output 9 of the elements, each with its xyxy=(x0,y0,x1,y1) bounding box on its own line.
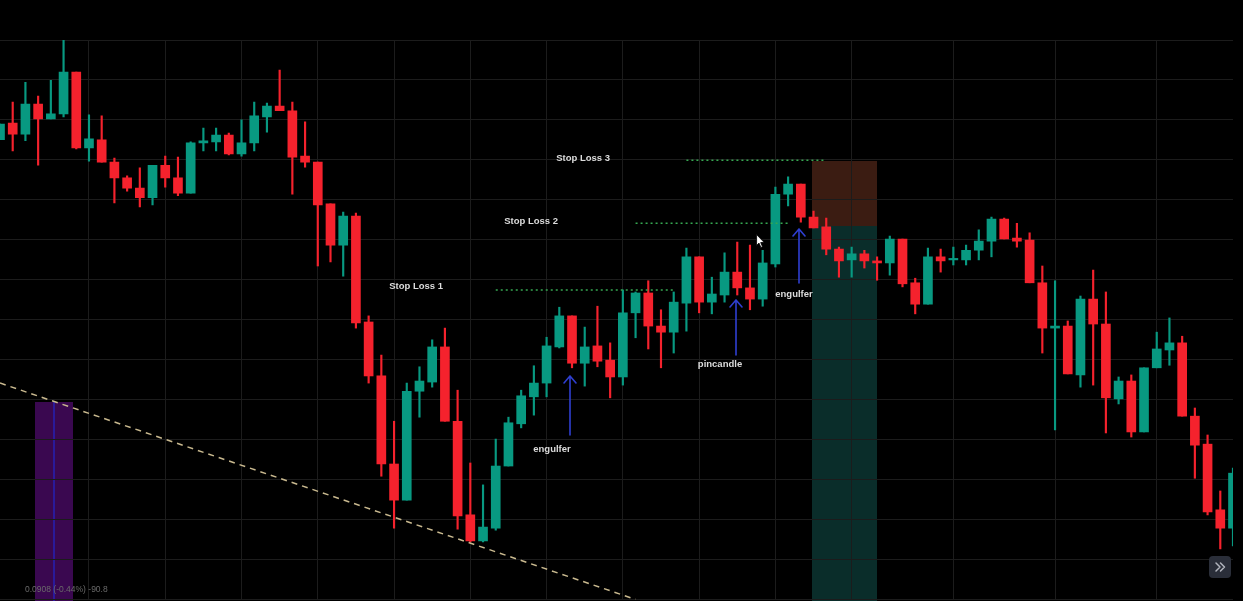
candlestick xyxy=(414,366,425,418)
annotation: Stop Loss 1 xyxy=(389,279,444,291)
annotation: engulfer xyxy=(775,287,814,299)
annotation: Stop Loss 3 xyxy=(556,151,610,163)
annotation: engulfer xyxy=(533,442,572,454)
candlestick xyxy=(236,119,247,157)
candlestick xyxy=(592,305,603,368)
annotation: Stop Loss 2 xyxy=(504,214,558,226)
annotation: pincandle xyxy=(697,357,743,369)
